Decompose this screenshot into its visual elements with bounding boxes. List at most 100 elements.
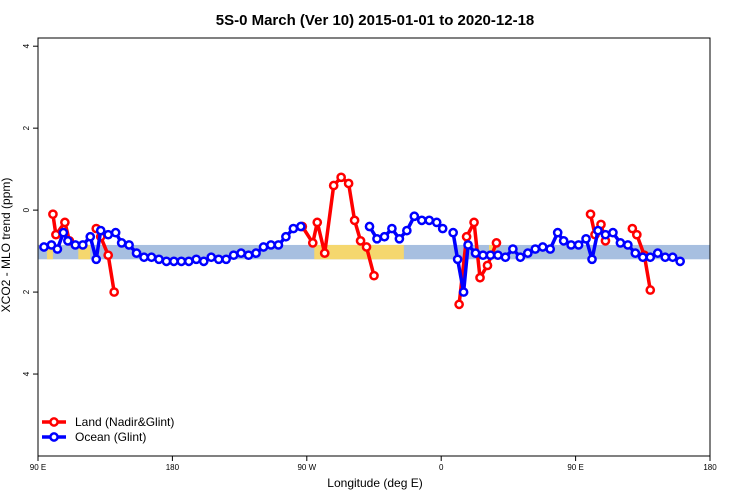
data-point	[103, 250, 114, 261]
y-tick-label: 2	[22, 289, 31, 294]
legend-entry: Land (Nadir&Glint)	[42, 415, 174, 429]
data-point	[131, 248, 142, 258]
data-point	[478, 250, 488, 261]
data-point	[288, 223, 299, 234]
data-point	[349, 215, 360, 226]
data-point	[369, 270, 379, 281]
data-point	[615, 238, 626, 248]
land-band-segment	[78, 244, 91, 260]
data-point	[161, 256, 172, 267]
data-point	[515, 252, 526, 263]
data-point	[558, 236, 569, 246]
data-point	[336, 172, 346, 183]
data-point	[228, 250, 239, 261]
data-point	[470, 248, 481, 258]
data-point	[585, 209, 596, 220]
x-tick-label: 180	[166, 463, 180, 472]
data-point	[485, 250, 496, 261]
land-band-segment	[314, 244, 404, 260]
legend-label: Ocean (Glint)	[75, 430, 146, 444]
data-point	[364, 221, 375, 232]
data-point	[319, 248, 330, 258]
data-point	[500, 252, 511, 263]
chart-title: 5S-0 March (Ver 10) 2015-01-01 to 2020-1…	[216, 12, 535, 29]
data-point	[372, 233, 382, 244]
data-point	[637, 252, 648, 263]
data-point	[587, 254, 597, 265]
data-point	[39, 242, 49, 252]
data-point	[206, 252, 217, 263]
data-point	[198, 256, 209, 267]
data-point	[573, 240, 584, 250]
data-point	[103, 229, 114, 240]
x-axis: 90 E 180 90 W 0 90 E 180	[30, 456, 717, 472]
data-point	[58, 227, 69, 238]
data-point	[458, 287, 469, 297]
data-point	[627, 223, 638, 234]
data-point	[545, 244, 556, 254]
data-point	[343, 178, 354, 189]
data-point	[85, 231, 96, 242]
data-point	[60, 217, 70, 228]
data-point	[652, 248, 663, 258]
data-point	[243, 250, 254, 261]
data-point	[52, 244, 63, 254]
data-point	[251, 248, 261, 258]
legend-label: Land (Nadir&Glint)	[75, 415, 174, 429]
data-point	[482, 260, 493, 271]
data-point	[355, 236, 366, 246]
series-line	[300, 175, 376, 277]
data-point	[183, 256, 194, 267]
x-tick-label: 90 E	[567, 463, 583, 472]
y-tick-label: 4	[22, 43, 31, 48]
data-point	[608, 227, 618, 238]
legend-marker	[49, 432, 59, 442]
data-point	[437, 223, 448, 234]
data-point	[191, 254, 202, 265]
data-point	[522, 248, 533, 258]
data-point	[645, 252, 656, 263]
data-point	[581, 233, 591, 244]
x-tick-label: 0	[439, 463, 444, 472]
data-point	[452, 254, 463, 265]
data-point	[491, 238, 502, 248]
data-point	[416, 215, 427, 226]
data-point	[448, 227, 458, 238]
data-point	[631, 229, 642, 240]
data-point	[91, 254, 102, 265]
data-point	[469, 217, 479, 228]
data-point	[77, 240, 88, 250]
data-point	[394, 233, 405, 244]
legend: Land (Nadir&Glint)Ocean (Glint)	[42, 415, 174, 444]
data-point	[409, 211, 420, 222]
data-point	[461, 231, 472, 242]
data-point	[169, 256, 179, 267]
data-point	[623, 240, 633, 250]
y-tick-label: 2	[22, 125, 31, 130]
data-point	[530, 244, 541, 254]
data-point	[116, 238, 127, 248]
data-point	[493, 250, 503, 261]
data-point	[221, 254, 232, 265]
y-axis-label: XCO2 - MLO trend (ppm)	[0, 178, 13, 313]
data-point	[154, 254, 164, 265]
data-point	[295, 221, 306, 232]
data-point	[361, 242, 372, 252]
legend-marker	[49, 417, 59, 427]
land-band-segment	[46, 244, 53, 260]
data-point	[508, 244, 518, 254]
series-ocean	[39, 211, 685, 297]
legend-entry: Ocean (Glint)	[42, 430, 146, 444]
data-point	[431, 217, 442, 228]
data-point	[630, 248, 641, 258]
data-point	[379, 231, 390, 242]
y-tick-label: 0	[22, 207, 31, 212]
y-axis: 4 2 0 2 4	[22, 43, 38, 376]
data-point	[463, 240, 473, 250]
data-point	[139, 252, 149, 263]
data-point	[63, 236, 73, 246]
data-point	[176, 256, 187, 267]
data-point	[48, 209, 58, 220]
data-point	[566, 240, 576, 250]
